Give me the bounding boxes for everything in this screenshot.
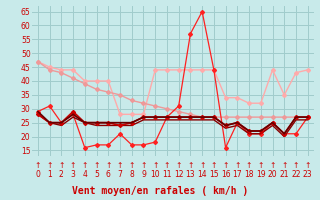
Text: ↑: ↑ bbox=[46, 160, 53, 170]
Text: ↑: ↑ bbox=[105, 160, 111, 170]
Text: ↑: ↑ bbox=[211, 160, 217, 170]
Text: ↑: ↑ bbox=[70, 160, 76, 170]
Text: ↑: ↑ bbox=[93, 160, 100, 170]
Text: ↑: ↑ bbox=[305, 160, 311, 170]
Text: ↑: ↑ bbox=[175, 160, 182, 170]
Text: ↑: ↑ bbox=[129, 160, 135, 170]
Text: ↑: ↑ bbox=[152, 160, 158, 170]
Text: ↑: ↑ bbox=[164, 160, 170, 170]
Text: ↑: ↑ bbox=[269, 160, 276, 170]
Text: ↑: ↑ bbox=[140, 160, 147, 170]
Text: ↑: ↑ bbox=[293, 160, 299, 170]
Text: ↑: ↑ bbox=[258, 160, 264, 170]
Text: ↑: ↑ bbox=[246, 160, 252, 170]
Text: ↑: ↑ bbox=[199, 160, 205, 170]
Text: ↑: ↑ bbox=[58, 160, 65, 170]
Text: ↑: ↑ bbox=[35, 160, 41, 170]
Text: Vent moyen/en rafales ( km/h ): Vent moyen/en rafales ( km/h ) bbox=[72, 186, 248, 196]
Text: ↑: ↑ bbox=[234, 160, 241, 170]
Text: ↑: ↑ bbox=[281, 160, 287, 170]
Text: ↑: ↑ bbox=[222, 160, 229, 170]
Text: ↑: ↑ bbox=[82, 160, 88, 170]
Text: ↑: ↑ bbox=[117, 160, 123, 170]
Text: ↑: ↑ bbox=[187, 160, 194, 170]
